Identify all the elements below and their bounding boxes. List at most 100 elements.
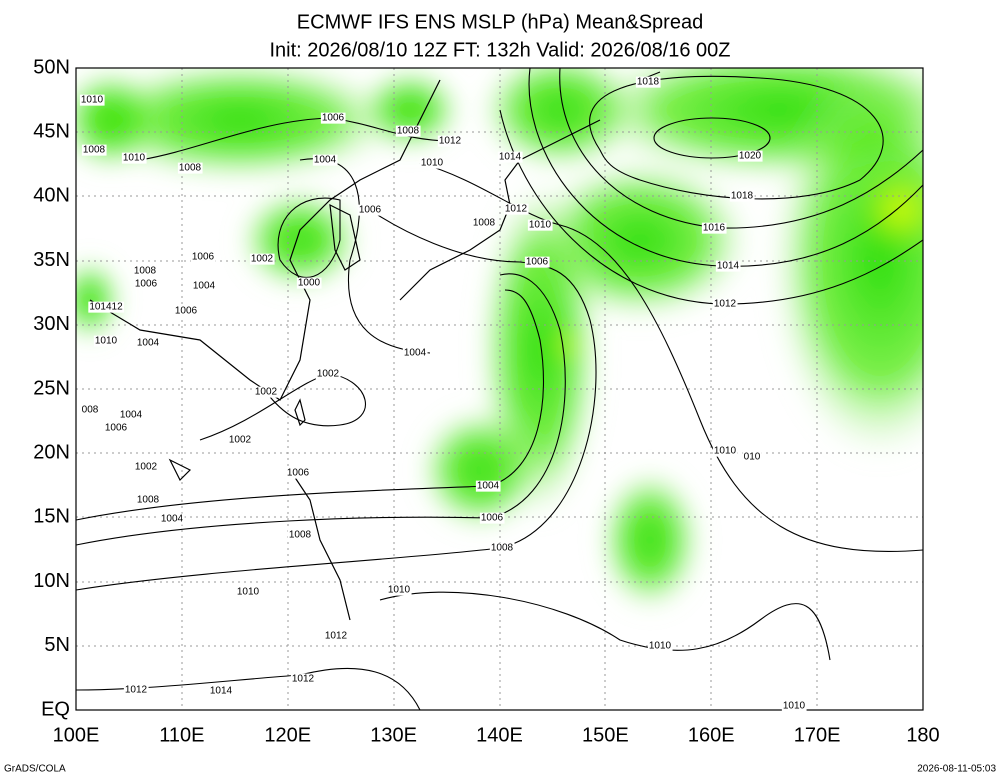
- label-bg: [386, 584, 412, 596]
- label-bg: [121, 152, 147, 164]
- contour-label: 1006: [481, 513, 504, 524]
- lon-label: 170E: [794, 724, 841, 746]
- contour-label: 1016: [703, 223, 726, 234]
- label-bg: [315, 368, 341, 380]
- contour-label: 1008: [134, 266, 157, 277]
- lon-label: 110E: [159, 724, 204, 746]
- label-bg: [235, 586, 261, 598]
- contour-label: 1006: [287, 468, 310, 479]
- label-bg: [249, 253, 275, 265]
- contour-label: 1004: [477, 481, 500, 492]
- lon-label: 120E: [264, 724, 311, 746]
- contour-label: 1018: [731, 191, 754, 202]
- label-bg: [402, 347, 428, 359]
- lat-label: 40N: [33, 185, 70, 207]
- contour-label: 1014: [717, 261, 740, 272]
- contour-label: 1010: [529, 220, 552, 231]
- label-bg: [79, 94, 105, 106]
- contour-label: 1008: [83, 145, 106, 156]
- contour-label: 1002: [251, 254, 274, 265]
- contour-label: 1008: [179, 163, 202, 174]
- label-bg: [227, 434, 253, 446]
- contour-label: 1010: [783, 701, 806, 712]
- label-bg: [159, 513, 185, 525]
- label-bg: [395, 125, 421, 137]
- label-bg: [320, 112, 346, 124]
- label-bg: [88, 301, 125, 313]
- graticule: [76, 68, 923, 710]
- contour-label: 1008: [289, 530, 312, 541]
- lon-label: 140E: [476, 724, 523, 746]
- label-bg: [132, 265, 158, 277]
- label-bg: [527, 219, 553, 231]
- label-bg: [135, 494, 161, 506]
- contour-label: 1014: [210, 686, 233, 697]
- subtitle: Init: 2026/08/10 12Z FT: 132h Valid: 202…: [269, 39, 730, 61]
- label-bg: [635, 76, 661, 88]
- contour-label: 1012: [714, 299, 737, 310]
- label-bg: [81, 144, 107, 156]
- contour-label: 1002: [255, 387, 278, 398]
- contour-label: 1008: [397, 126, 420, 137]
- lon-label: 180: [906, 724, 939, 746]
- contour-label: 1010: [388, 585, 411, 596]
- lon-label: 160E: [688, 724, 735, 746]
- contour-label: 1004: [120, 410, 143, 421]
- contour-label: 1004: [404, 348, 427, 359]
- lon-label: 130E: [370, 724, 417, 746]
- label-bg: [177, 162, 203, 174]
- label-bg: [208, 685, 234, 697]
- contour-label: 1006: [175, 306, 198, 317]
- title: ECMWF IFS ENS MSLP (hPa) Mean&Spread: [297, 11, 703, 33]
- contour-label: 1006: [105, 423, 128, 434]
- label-bg: [715, 260, 741, 272]
- lat-label: 10N: [33, 570, 70, 592]
- label-bg: [503, 203, 529, 215]
- label-bg: [93, 335, 119, 347]
- label-bg: [497, 151, 523, 163]
- label-bg: [80, 404, 100, 416]
- contour-label: 1018: [637, 77, 660, 88]
- spread-shading: [76, 68, 923, 610]
- label-bg: [190, 251, 216, 263]
- lon-label: 150E: [582, 724, 629, 746]
- label-bg: [118, 409, 144, 421]
- lon-label: 100E: [53, 724, 100, 746]
- label-bg: [737, 150, 763, 162]
- contour-label: 1012: [292, 674, 315, 685]
- contour-label: 1008: [137, 495, 160, 506]
- contour-label: 1004: [161, 514, 184, 525]
- contour-label: 1010: [649, 641, 672, 652]
- label-bg: [701, 222, 727, 234]
- label-bg: [357, 204, 383, 216]
- lat-label: 20N: [33, 441, 70, 463]
- contour-label: 1010: [714, 446, 737, 457]
- contour-label: 1012: [505, 204, 528, 215]
- label-bg: [712, 298, 738, 310]
- contour-label: 1006: [526, 257, 549, 268]
- label-bg: [133, 461, 159, 473]
- contour-label: 101412: [89, 302, 123, 313]
- contour-label: 1006: [135, 279, 158, 290]
- contour-label: 1012: [325, 631, 348, 642]
- label-bg: [103, 422, 129, 434]
- contour-label: 1010: [81, 95, 104, 106]
- label-bg: [475, 480, 501, 492]
- contour-label: 1004: [314, 155, 337, 166]
- label-bg: [489, 542, 515, 554]
- label-bg: [437, 135, 463, 147]
- contour-label: 1010: [237, 587, 260, 598]
- contour-label: 010: [744, 452, 761, 463]
- label-bg: [712, 445, 738, 457]
- label-bg: [729, 190, 755, 202]
- contour-label: 1010: [123, 153, 146, 164]
- contour-label: 1006: [359, 205, 382, 216]
- frame: [75, 67, 924, 711]
- label-bg: [647, 640, 673, 652]
- contour-label: 1006: [322, 113, 345, 124]
- contour-label: 1004: [193, 281, 216, 292]
- lat-label: EQ: [41, 698, 70, 720]
- contour-label: 1004: [137, 338, 160, 349]
- contour-label: 1012: [439, 136, 462, 147]
